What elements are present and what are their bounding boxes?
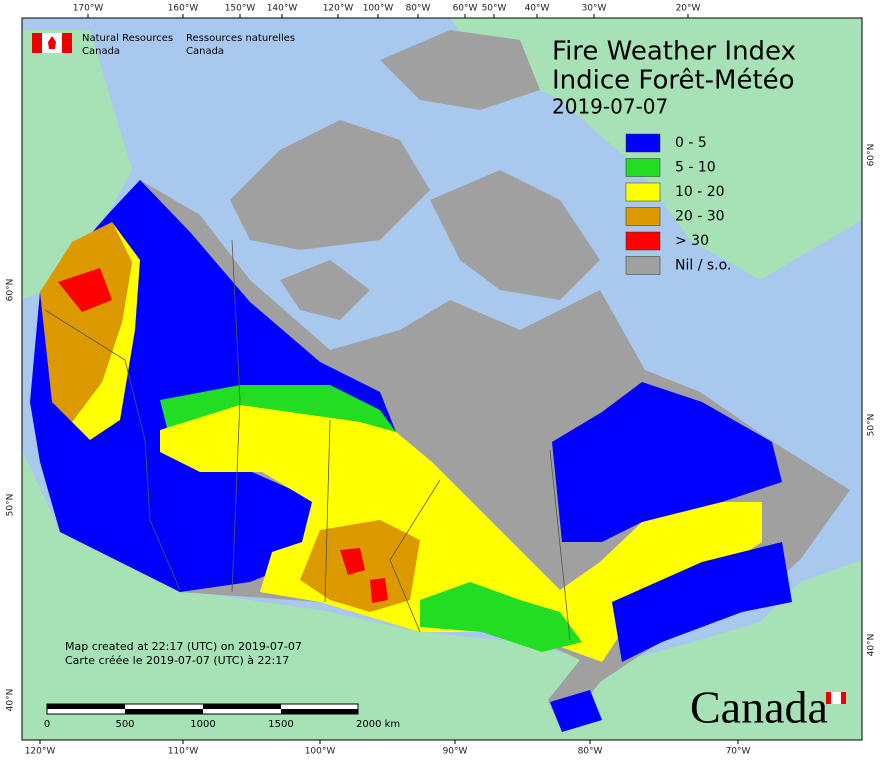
scale-label: 500 — [115, 719, 134, 730]
scale-segment — [47, 704, 125, 709]
legend-swatch — [625, 133, 661, 153]
graticule-label: 50°W — [482, 4, 507, 14]
legend-label: 20 - 30 — [675, 209, 725, 225]
scale-label: 0 — [44, 719, 50, 730]
graticule-label: 50°N — [867, 414, 877, 437]
graticule-label: 80°W — [406, 4, 431, 14]
graticule-label: 60°W — [453, 4, 478, 14]
alaska — [22, 30, 132, 300]
agency-en: Natural Resources — [82, 33, 173, 44]
arctic-islands — [230, 30, 600, 320]
legend-swatch — [625, 182, 661, 202]
region-prairie-extreme — [340, 548, 365, 575]
legend-label: 10 - 20 — [675, 184, 725, 200]
graticule-label: 40°W — [525, 4, 550, 14]
graticule-label: 60°N — [867, 144, 877, 167]
graticule-label: 110°W — [168, 747, 199, 757]
graticule-label: 30°W — [582, 4, 607, 14]
graticule-label: 140°W — [267, 4, 298, 14]
legend-swatch — [625, 207, 661, 226]
legend-label: > 30 — [675, 233, 709, 249]
legend-label: 0 - 5 — [675, 135, 707, 151]
flag-bar — [62, 33, 72, 53]
scale-label: 1000 — [190, 719, 215, 730]
legend-swatch — [625, 158, 661, 177]
graticule-label: 40°N — [6, 689, 16, 712]
region-east — [612, 542, 792, 662]
region-bc-moderate — [72, 222, 140, 440]
region-ontario-green — [420, 582, 582, 652]
title-en: Fire Weather Index — [552, 37, 796, 67]
legend-swatch — [625, 256, 661, 275]
scale-segment — [203, 704, 281, 709]
flag-leaf — [48, 36, 56, 49]
united-states — [22, 450, 862, 740]
scale-segment — [281, 709, 358, 714]
graticule-label: 160°W — [168, 4, 199, 14]
title-fr: Indice Forêt-Météo — [552, 66, 795, 96]
agency-en: Canada — [82, 46, 120, 57]
note: Map created at 22:17 (UTC) on 2019-07-07 — [65, 640, 302, 653]
graticule-label: 50°N — [6, 494, 16, 517]
graticule-label: 100°W — [363, 4, 394, 14]
graticule-label: 70°W — [726, 747, 751, 757]
region-central — [160, 405, 762, 662]
scale-segment — [125, 709, 203, 714]
scale-bar — [46, 703, 359, 715]
graticule-label: 40°N — [867, 634, 877, 657]
graticule-label: 90°W — [443, 747, 468, 757]
note: Carte créée le 2019-07-07 (UTC) à 22:17 — [65, 654, 289, 667]
legend-swatch — [625, 231, 661, 251]
graticule-label: 80°W — [578, 747, 603, 757]
graticule-label: 170°W — [73, 4, 104, 14]
frame — [21, 17, 863, 741]
scale-label: 2000 km — [356, 719, 400, 730]
graticule-label: 150°W — [225, 4, 256, 14]
wordmark-flag-field — [831, 692, 841, 704]
graticule-label: 100°W — [305, 747, 336, 757]
graticule-label: 20°W — [676, 4, 701, 14]
region-bc-high — [40, 222, 132, 422]
map-date: 2019-07-07 — [552, 95, 668, 119]
agency-fr: Canada — [186, 46, 224, 57]
borders — [44, 239, 571, 641]
flag-bar — [32, 33, 42, 53]
wordmark: Canada — [690, 682, 828, 733]
graticule-label: 120°W — [323, 4, 354, 14]
region-south-tip — [550, 690, 602, 732]
region-quebec — [552, 382, 782, 542]
graticule-label: 120°W — [25, 747, 56, 757]
scale-label: 1500 — [268, 719, 293, 730]
legend-label: 5 - 10 — [675, 160, 716, 176]
region-prairie-extreme-2 — [370, 578, 388, 603]
graticule-label: 60°N — [6, 279, 16, 302]
legend-label: Nil / s.o. — [675, 258, 731, 274]
agency-fr: Ressources naturelles — [186, 33, 295, 44]
nrcan-logo — [32, 33, 72, 53]
region-bc-extreme — [58, 268, 112, 312]
